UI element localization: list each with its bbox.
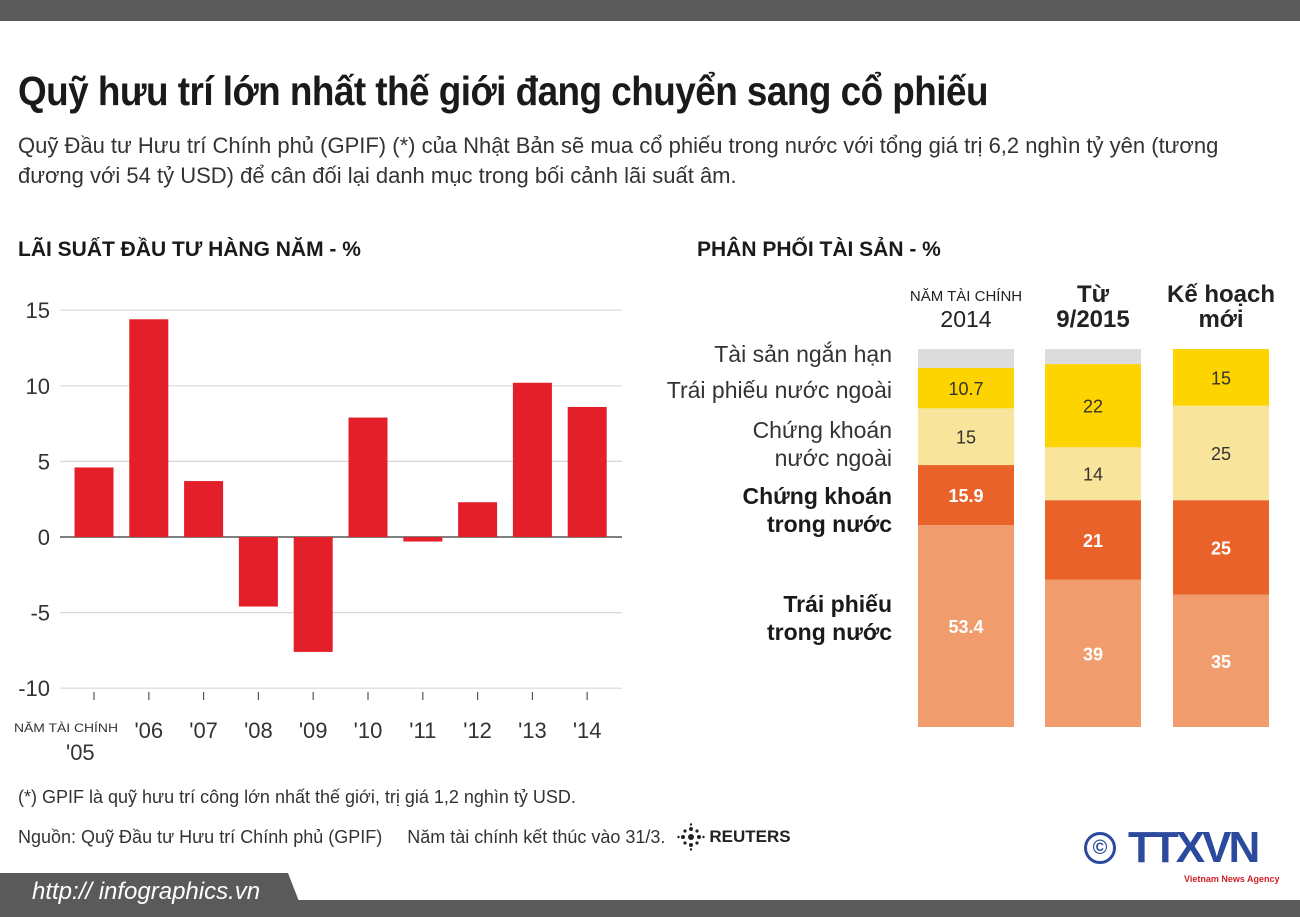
- x-tick-label: '12: [463, 718, 492, 743]
- y-tick-label: 15: [26, 298, 50, 323]
- bar-06: [129, 319, 169, 537]
- bar-13: [512, 382, 552, 537]
- segment-domestic_stocks: [1173, 500, 1269, 595]
- bar-11: [403, 537, 443, 542]
- series-label-short_term: Tài sản ngắn hạn: [714, 340, 892, 368]
- segment-foreign_bonds: [1173, 349, 1269, 406]
- y-tick-label: 5: [38, 449, 50, 474]
- url-tab: [0, 873, 305, 917]
- segment-domestic_stocks: [918, 465, 1014, 526]
- x-tick-label: '07: [189, 718, 218, 743]
- y-tick-label: 0: [38, 525, 50, 550]
- footnote: (*) GPIF là quỹ hưu trí công lớn nhất th…: [18, 787, 576, 807]
- site-url[interactable]: http:// infographics.vn: [32, 878, 261, 905]
- series-label-domestic_stocks: Chứng khoán trong nước: [742, 482, 892, 538]
- page-title: Quỹ hưu trí lớn nhất thế giới đang chuyể…: [18, 68, 989, 114]
- top-band: [0, 0, 1300, 21]
- segment-domestic_stocks: [1045, 500, 1141, 580]
- segment-value: 15: [956, 428, 976, 448]
- column-header-top: Kế hoạch: [1167, 281, 1275, 308]
- series-label-foreign_bonds: Trái phiếu nước ngoài: [667, 376, 892, 404]
- ttxvn-wordmark: TTXVN: [1128, 823, 1260, 872]
- x-tick-label: '05: [66, 740, 95, 765]
- series-label-line: nước ngoài: [774, 445, 892, 471]
- x-tick-label: '14: [573, 718, 602, 743]
- column-header-bottom: mới: [1198, 306, 1243, 333]
- ttxvn-logo: © TTXVN Vietnam News Agency: [1084, 826, 1294, 890]
- bar-08: [238, 537, 278, 607]
- ttxvn-tagline: Vietnam News Agency: [1184, 874, 1280, 884]
- bottom-band: [0, 900, 1300, 917]
- segment-value: 15: [1211, 368, 1231, 388]
- column-header-bottom: 2014: [940, 306, 991, 332]
- bar-10: [348, 417, 388, 537]
- segment-value: 25: [1211, 444, 1231, 464]
- series-label-foreign_stocks: Chứng khoán nước ngoài: [753, 416, 892, 472]
- bar-05: [74, 467, 114, 537]
- segment-value: 21: [1083, 531, 1103, 551]
- y-tick-label: -5: [30, 601, 50, 626]
- allocation-chart-title: PHÂN PHỐI TÀI SẢN - %: [697, 238, 941, 261]
- segment-domestic_bonds: [918, 525, 1014, 727]
- reuters-wordmark: REUTERS: [709, 827, 791, 846]
- bar-14: [567, 406, 607, 537]
- series-label-domestic_bonds: Trái phiếu trong nước: [767, 590, 892, 646]
- segment-value: 15.9: [948, 486, 983, 506]
- segment-domestic_bonds: [1045, 579, 1141, 727]
- segment-short_term: [1045, 349, 1141, 365]
- column-header-top: Từ: [1077, 281, 1110, 308]
- segment-domestic_bonds: [1173, 594, 1269, 727]
- column-header-top: NĂM TÀI CHÍNH: [910, 288, 1022, 305]
- x-tick-label: '09: [299, 718, 328, 743]
- segment-foreign_bonds: [918, 367, 1014, 409]
- segment-value: 14: [1083, 465, 1103, 485]
- bar-12: [458, 502, 498, 537]
- segment-foreign_stocks: [1045, 447, 1141, 501]
- reuters-logo: REUTERS: [677, 823, 791, 851]
- x-tick-label: '10: [354, 718, 383, 743]
- segment-value: 39: [1083, 644, 1103, 664]
- returns-bar-chart: 15 10 5 0 -5 -10 '05 '06 '07 '08 '09 '10 '11 '12 '13 '1…: [14, 298, 622, 765]
- series-label-line: Tài sản ngắn hạn: [714, 341, 892, 367]
- subtitle: Quỹ Đầu tư Hưu trí Chính phủ (GPIF) (*) …: [18, 133, 1219, 188]
- segment-foreign_stocks: [918, 408, 1014, 466]
- x-tick-label: '11: [409, 718, 436, 743]
- segment-short_term: [918, 349, 1014, 368]
- series-label-line: Trái phiếu nước ngoài: [666, 377, 892, 403]
- segment-value: 22: [1083, 397, 1103, 417]
- segment-value: 25: [1211, 538, 1231, 558]
- reuters-dots-icon: [677, 823, 706, 851]
- y-tick-label: -10: [18, 676, 50, 701]
- segment-foreign_bonds: [1045, 364, 1141, 448]
- bar-09: [293, 537, 333, 652]
- x-tick-label: '13: [518, 718, 547, 743]
- y-tick-label: 10: [26, 374, 50, 399]
- segment-value: 53.4: [948, 617, 983, 637]
- segment-value: 10.7: [948, 379, 983, 399]
- bar-07: [184, 481, 224, 537]
- column-header-bottom: 9/2015: [1056, 306, 1129, 333]
- segment-value: 35: [1211, 652, 1231, 672]
- x-tick-label: '08: [244, 718, 273, 743]
- segment-foreign_stocks: [1173, 405, 1269, 501]
- source-note: Nguồn: Quỹ Đầu tư Hưu trí Chính phủ (GPI…: [18, 826, 666, 847]
- x-tick-label: '06: [134, 718, 163, 743]
- x-axis-prefix: NĂM TÀI CHÍNH: [14, 720, 118, 735]
- series-label-line: Trái phiếu: [783, 591, 892, 617]
- copyright-icon: ©: [1084, 832, 1116, 864]
- series-label-line: Chứng khoán: [752, 417, 892, 443]
- returns-chart-title: LÃI SUẤT ĐẦU TƯ HÀNG NĂM - %: [18, 238, 361, 261]
- series-label-line: trong nước: [767, 511, 892, 537]
- source-row: Nguồn: Quỹ Đầu tư Hưu trí Chính phủ (GPI…: [18, 823, 791, 851]
- series-label-line: Chứng khoán: [742, 483, 892, 509]
- series-label-line: trong nước: [767, 619, 892, 645]
